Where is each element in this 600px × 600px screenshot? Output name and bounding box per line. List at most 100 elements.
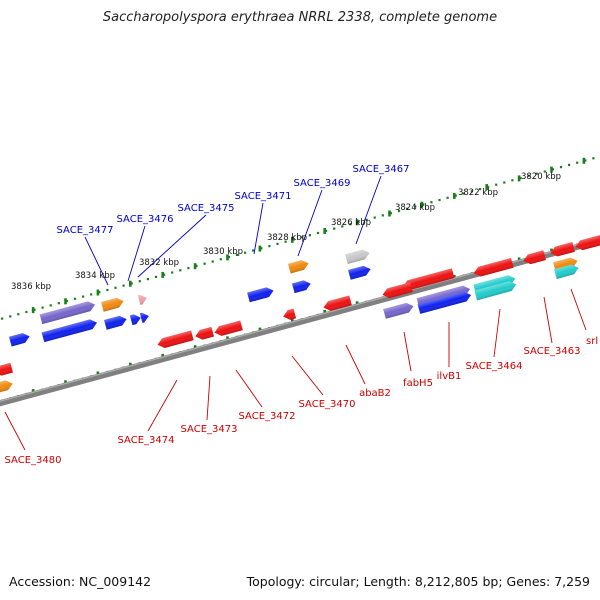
- gene-arrow[interactable]: [522, 250, 546, 265]
- tick-dot: [535, 172, 538, 175]
- gene-arrow[interactable]: [9, 332, 31, 347]
- tick-dot: [25, 310, 28, 314]
- gene-arrow[interactable]: [247, 286, 275, 303]
- gene-arrow[interactable]: [322, 295, 352, 313]
- tick-dot: [495, 183, 498, 186]
- tick-dot: [316, 231, 320, 235]
- major-tick: [64, 298, 67, 305]
- tick-dot: [284, 240, 287, 243]
- tick-dot: [381, 214, 384, 217]
- forward-gene-label[interactable]: SACE_3475: [178, 203, 235, 214]
- major-tick: [96, 289, 100, 296]
- major-tick: [258, 245, 262, 252]
- gene-arrow[interactable]: [104, 314, 128, 330]
- tick-dot: [154, 275, 158, 278]
- reverse-gene-label[interactable]: SACE_3473: [181, 424, 238, 435]
- reverse-leader-line: [4, 411, 26, 451]
- tick-dot: [227, 256, 230, 259]
- reverse-leader-line: [235, 369, 263, 408]
- reverse-gene-label[interactable]: srl: [586, 336, 598, 347]
- reverse-gene-label[interactable]: SACE_3474: [118, 435, 175, 446]
- gene-arrow[interactable]: [574, 234, 600, 251]
- tick-dot: [333, 227, 336, 230]
- gene-arrow[interactable]: [156, 330, 194, 349]
- gene-arrow[interactable]: [0, 379, 14, 394]
- reverse-gene-label[interactable]: ilvB1: [437, 371, 462, 382]
- gene-arrow[interactable]: [139, 311, 150, 323]
- tick-dot: [33, 308, 36, 311]
- gene-arrow[interactable]: [282, 308, 297, 322]
- gene-arrow[interactable]: [288, 259, 310, 274]
- forward-gene-label[interactable]: SACE_3477: [57, 225, 114, 236]
- tick-dot: [365, 218, 368, 221]
- reverse-gene-label[interactable]: SACE_3480: [5, 455, 62, 466]
- tick-dot: [179, 269, 182, 272]
- gene-arrow[interactable]: [348, 264, 372, 280]
- gene-arrow[interactable]: [549, 242, 575, 258]
- major-tick: [355, 219, 359, 226]
- reverse-leader-line: [403, 331, 412, 372]
- major-tick: [550, 166, 553, 173]
- gene-arrow[interactable]: [0, 362, 13, 377]
- gene-arrow[interactable]: [381, 282, 413, 299]
- tick-dot: [203, 262, 206, 265]
- tick-dot: [252, 249, 255, 252]
- reverse-leader-line: [206, 375, 211, 421]
- gene-arrow[interactable]: [101, 296, 125, 312]
- reverse-leader-line: [147, 379, 178, 432]
- tick-dot: [98, 291, 101, 294]
- forward-gene-label[interactable]: SACE_3476: [117, 214, 174, 225]
- gene-arrow[interactable]: [137, 293, 148, 305]
- ruler-labels: 3820 kbp 3822 kbp 3824 kbp 3826 kbp 3828 kbp…: [11, 172, 561, 292]
- reverse-gene-label[interactable]: SACE_3470: [299, 399, 356, 410]
- gene-arrow[interactable]: [474, 280, 517, 301]
- major-tick: [517, 175, 521, 182]
- gene-arrow[interactable]: [129, 313, 142, 326]
- forward-leader-line: [253, 202, 264, 255]
- gene-arrow[interactable]: [213, 320, 243, 338]
- tick-dot: [268, 245, 271, 248]
- tick-dot: [325, 229, 328, 232]
- tick-dot: [470, 190, 473, 193]
- reverse-leader-line: [291, 355, 324, 396]
- gene-arrow[interactable]: [417, 290, 473, 314]
- forward-leader-line: [137, 214, 207, 278]
- gene-arrow[interactable]: [41, 318, 99, 343]
- tick-dot: [478, 188, 482, 191]
- reverse-leader-line: [345, 344, 366, 385]
- tick-dot: [17, 313, 20, 316]
- gene-arrow[interactable]: [554, 263, 580, 279]
- tick-row-upper: [1, 157, 595, 320]
- tick-dot: [454, 194, 457, 197]
- gene-arrow[interactable]: [472, 257, 514, 278]
- forward-gene-label[interactable]: SACE_3467: [353, 164, 410, 175]
- gene-arrow[interactable]: [194, 326, 214, 341]
- tick-dot: [414, 205, 417, 208]
- gene-arrow[interactable]: [402, 268, 455, 291]
- tick-dot: [292, 238, 295, 241]
- reverse-gene-label[interactable]: abaB2: [359, 388, 391, 399]
- forward-leader-line: [84, 236, 109, 286]
- tick-dot: [244, 251, 247, 254]
- tick-dot: [1, 317, 4, 320]
- gene-arrow[interactable]: [383, 301, 415, 319]
- tick-dot: [211, 260, 214, 263]
- reverse-gene-label[interactable]: SACE_3472: [239, 411, 296, 422]
- reverse-gene-label[interactable]: fabH5: [403, 378, 433, 389]
- tick-dot: [406, 207, 409, 210]
- reverse-gene-label[interactable]: SACE_3463: [524, 346, 581, 357]
- forward-gene-label[interactable]: SACE_3471: [235, 191, 292, 202]
- reverse-gene-label[interactable]: SACE_3464: [466, 361, 523, 372]
- major-tick: [31, 307, 35, 314]
- tick-dot: [171, 271, 174, 274]
- tick-dot: [138, 280, 141, 283]
- tick-dot: [462, 192, 465, 195]
- gene-arrow[interactable]: [39, 300, 97, 325]
- tick-dot: [511, 179, 514, 182]
- forward-gene-label[interactable]: SACE_3469: [294, 178, 351, 189]
- gene-arrow[interactable]: [345, 248, 371, 264]
- gene-arrow[interactable]: [292, 279, 312, 294]
- tick-dot: [65, 299, 68, 303]
- tick-dot: [122, 284, 125, 287]
